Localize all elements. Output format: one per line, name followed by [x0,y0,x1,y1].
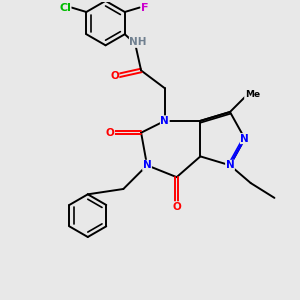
Text: Me: Me [244,90,260,99]
Text: N: N [160,116,169,126]
Text: F: F [141,2,149,13]
Text: O: O [110,71,119,81]
Text: O: O [172,202,181,212]
Text: N: N [240,134,249,144]
Text: N: N [226,160,234,170]
Text: NH: NH [129,37,147,47]
Text: Cl: Cl [59,2,71,13]
Text: O: O [106,128,114,138]
Text: N: N [143,160,152,170]
